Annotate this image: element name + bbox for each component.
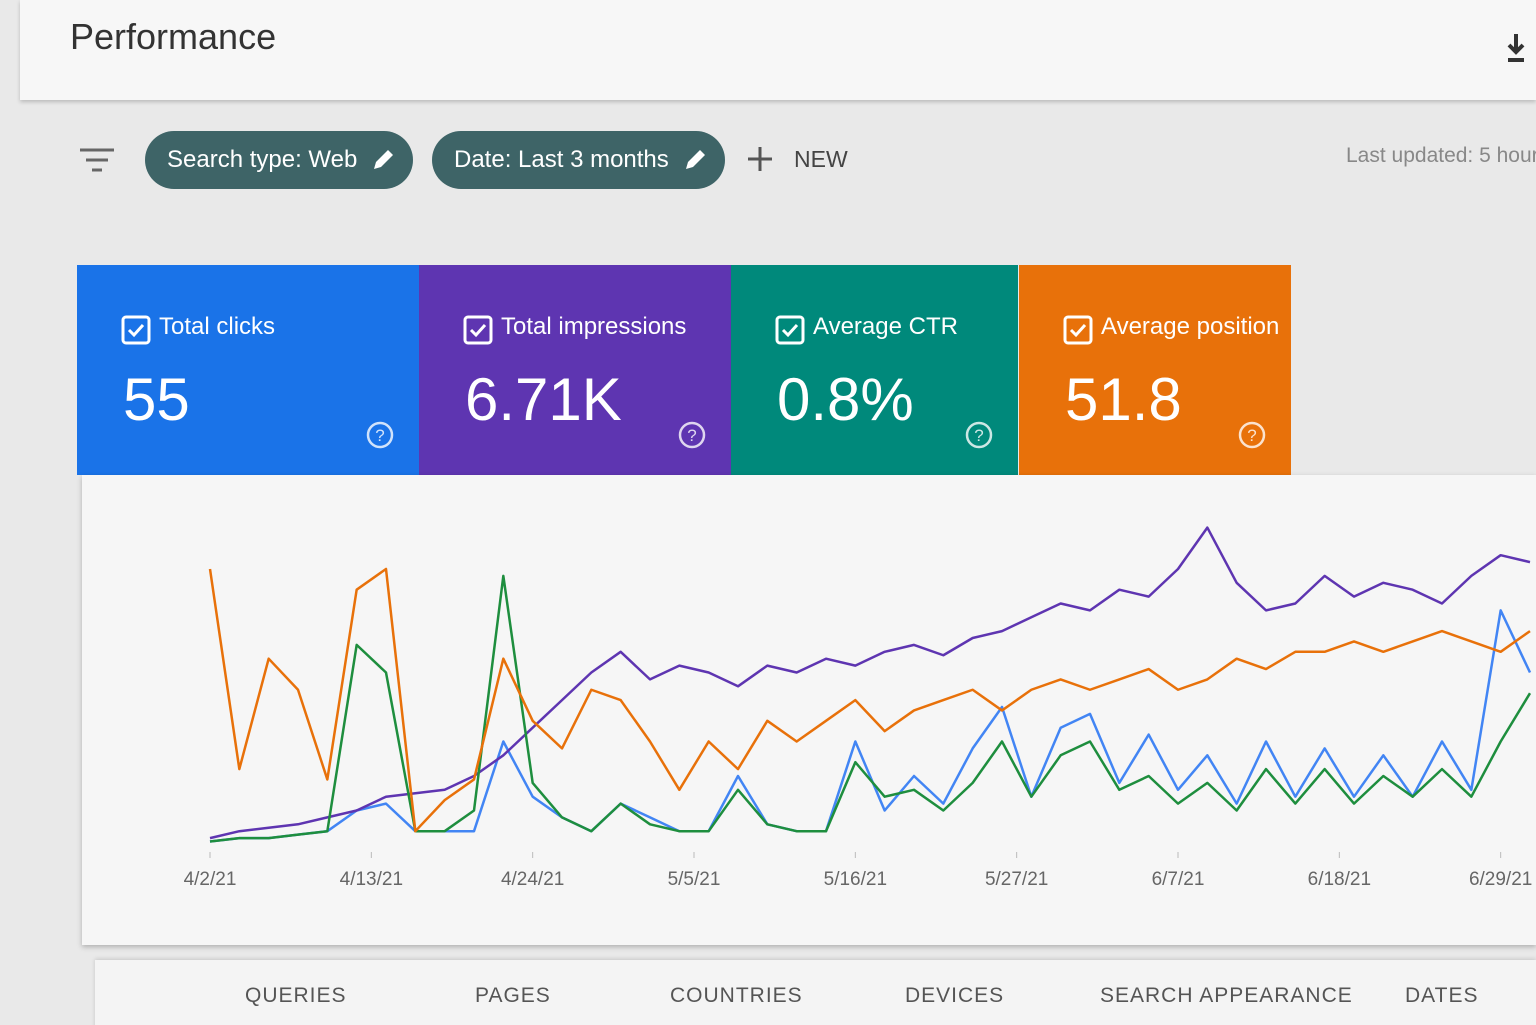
- x-tick-label: 4/24/21: [501, 869, 564, 890]
- metric-card[interactable]: Total clicks 55?: [77, 265, 419, 475]
- x-tick-label: 5/27/21: [985, 869, 1048, 890]
- tab[interactable]: DATES: [1405, 984, 1479, 1007]
- help-icon: ?: [965, 421, 993, 449]
- tab-bar: QUERIES PAGES COUNTRIES DEVICES SEARCH APPEA…: [95, 960, 1536, 1025]
- svg-text:?: ?: [687, 426, 696, 445]
- series-line: [208, 567, 1531, 833]
- x-tick-label: 4/2/21: [184, 869, 237, 890]
- checkbox: [1063, 315, 1093, 345]
- x-tick-label: 5/5/21: [668, 869, 721, 890]
- metric-value: 0.8%: [777, 366, 914, 433]
- metric-card[interactable]: Average CTR 0.8%?: [731, 265, 1018, 475]
- series-line: [209, 609, 1532, 843]
- performance-chart: 4/2/21 4/13/21 4/24/21 5/5/21 5/16/21 5/27/21…: [184, 526, 1532, 890]
- filter-icon[interactable]: [78, 146, 116, 176]
- checkbox: [775, 315, 805, 345]
- chart-panel: [82, 475, 1536, 945]
- tab[interactable]: DEVICES: [905, 984, 1005, 1007]
- metric-value: 6.71K: [465, 366, 622, 433]
- series-line: [209, 574, 1532, 843]
- tab[interactable]: COUNTRIES: [670, 984, 803, 1007]
- metric-label: Total clicks: [159, 313, 276, 340]
- chip-label: Date: Last 3 months: [454, 146, 669, 173]
- series-line: [209, 526, 1531, 840]
- chip-label: Search type: Web: [167, 146, 358, 173]
- download-icon[interactable]: [1504, 30, 1528, 66]
- checkbox: [121, 315, 151, 345]
- x-tick-label: 5/16/21: [824, 869, 887, 890]
- svg-text:?: ?: [375, 426, 384, 445]
- metric-label: Average CTR: [813, 313, 958, 340]
- metric-card[interactable]: Total impressions 6.71K?: [419, 265, 731, 475]
- edit-icon: [374, 150, 394, 169]
- new-filter-button[interactable]: NEW: [794, 146, 848, 172]
- filter-chip[interactable]: Search type: Web: [145, 131, 414, 189]
- tab[interactable]: SEARCH APPEARANCE: [1100, 984, 1353, 1007]
- edit-icon: [685, 150, 705, 169]
- metric-label: Average position: [1101, 313, 1280, 340]
- last-updated: Last updated: 5 hours ago: [1346, 144, 1536, 167]
- help-icon: ?: [678, 421, 706, 449]
- svg-text:?: ?: [974, 426, 983, 445]
- x-tick-label: 6/18/21: [1308, 869, 1371, 890]
- svg-text:?: ?: [1247, 426, 1256, 445]
- x-tick-label: 6/7/21: [1152, 869, 1205, 890]
- metric-label: Total impressions: [501, 313, 687, 340]
- metric-value: 55: [123, 366, 190, 433]
- tab[interactable]: QUERIES: [245, 984, 347, 1007]
- page-title: Performance: [70, 16, 277, 57]
- metric-value: 51.8: [1065, 366, 1182, 433]
- plus-icon: [748, 147, 772, 171]
- help-icon: ?: [1238, 421, 1266, 449]
- help-icon: ?: [366, 421, 394, 449]
- header-bar: Performance: [20, 0, 1536, 100]
- x-tick-label: 4/13/21: [340, 869, 403, 890]
- metric-card[interactable]: Average position 51.8?: [1019, 265, 1291, 475]
- filter-chip[interactable]: Date: Last 3 months: [432, 131, 725, 189]
- tab[interactable]: PAGES: [475, 984, 551, 1007]
- x-tick-label: 6/29/21: [1469, 869, 1532, 890]
- checkbox: [463, 315, 493, 345]
